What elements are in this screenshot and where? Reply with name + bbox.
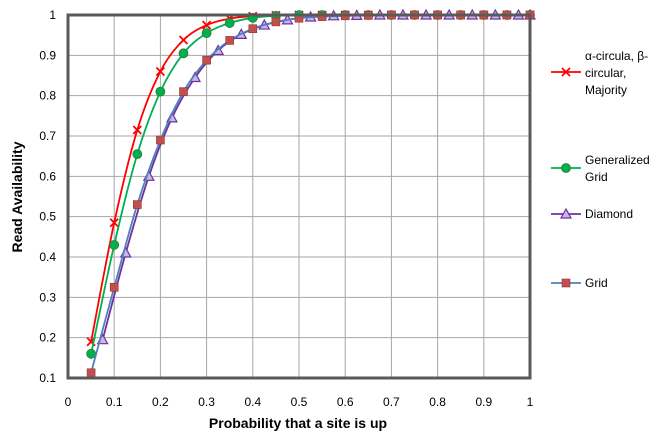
data-point [155,86,166,97]
marker-stroke [109,218,119,228]
legend-label: Majority [585,83,627,97]
x-tick-label: 0.5 [291,395,308,409]
y-axis-title: Read Availability [9,141,25,252]
legend: α-circula, β-circular, Majority Generalize… [551,49,650,290]
y-tick-label: 1 [49,8,56,22]
data-point [201,20,212,30]
marker-shape [559,207,573,219]
marker-shape [225,36,234,45]
x-tick-label: 0.7 [383,395,400,409]
data-point [132,125,142,135]
data-point [109,282,119,292]
marker-shape [224,18,235,28]
data-point [202,55,211,65]
marker-stroke [178,35,189,45]
series-grid [86,10,535,378]
marker-shape [561,278,571,288]
marker-stroke [201,20,212,30]
legend-entry: Diamond [551,207,633,221]
y-tick-label: 0.2 [39,331,56,345]
marker-shape [109,282,119,292]
data-point [317,12,327,21]
x-tick-label: 0.2 [152,395,169,409]
legend-marker [561,163,571,173]
data-point [156,135,165,145]
marker-shape [155,86,166,97]
y-tick-label: 0.1 [39,371,56,385]
marker-shape [202,55,211,65]
x-tick-label: 0.8 [429,395,446,409]
x-tick-label: 0.3 [198,395,215,409]
data-point [132,149,143,160]
marker-shape [86,368,96,378]
marker-stroke [132,125,142,135]
y-tick-label: 0.6 [39,169,56,183]
series-diamond [96,8,537,345]
y-tick-label: 0.9 [39,48,56,62]
marker-shape [156,135,165,145]
x-tick-label: 0.4 [244,395,261,409]
legend-entry: Grid [551,276,608,290]
marker-shape [179,87,188,96]
y-tick-label: 0.8 [39,89,56,103]
series-line [101,14,530,340]
marker-shape [132,149,143,160]
data-point [178,35,189,45]
x-axis-title: Probability that a site is up [209,415,387,431]
y-tick-label: 0.3 [39,290,56,304]
legend-entry: α-circula, β-circular, Majority [551,49,648,97]
data-point [248,24,258,34]
legend-label: Generalized [585,153,650,167]
marker-shape [201,28,212,39]
data-point [201,28,212,39]
marker-shape [561,163,571,173]
series-line [90,14,530,354]
series-line [90,14,530,342]
marker-shape [109,239,120,250]
marker-shape [248,24,258,34]
data-point [271,17,281,27]
x-tick-label: 0.6 [337,395,354,409]
data-point [86,348,96,359]
y-tick-label: 0.5 [39,210,56,224]
marker-shape [317,12,327,21]
marker-shape [86,348,96,359]
x-tick-label: 0 [65,395,72,409]
marker-stroke [155,66,166,77]
data-point [178,48,189,59]
legend-marker [559,207,573,219]
legend-label: Diamond [585,207,633,221]
data-point [225,36,234,45]
legend-label: α-circula, β- [585,49,648,63]
series-lines [86,8,537,378]
series-generalized-grid [86,10,535,359]
marker-stroke [561,67,571,77]
grid-lines [67,14,531,379]
legend-marker [561,67,571,77]
marker-shape [133,200,142,209]
marker-shape [271,17,281,27]
y-tick-label: 0.4 [39,250,56,264]
y-tick-label: 0.7 [39,129,56,143]
data-point [86,368,96,378]
data-point [109,218,119,228]
data-point [133,200,142,209]
plot-area-border [66,13,532,380]
series-circula-circular-majority [86,10,535,347]
x-tick-label: 1 [527,395,534,409]
data-point [224,18,235,28]
legend-marker [561,278,571,288]
x-tick-label: 0.9 [475,395,492,409]
legend-label: circular, [585,66,626,80]
legend-label: Grid [585,276,608,290]
legend-label: Grid [585,170,608,184]
x-tick-label: 0.1 [106,395,123,409]
data-point [109,239,120,250]
legend-entry: Generalized Grid [551,153,650,184]
tick-labels: 0 0.1 0.2 0.3 0.4 0.5 0.6 0.7 0.8 0.9 1 0.1 0.2 0.3 0.… [39,8,533,409]
data-point [179,87,188,96]
marker-shape [178,48,189,59]
data-point [155,66,166,77]
